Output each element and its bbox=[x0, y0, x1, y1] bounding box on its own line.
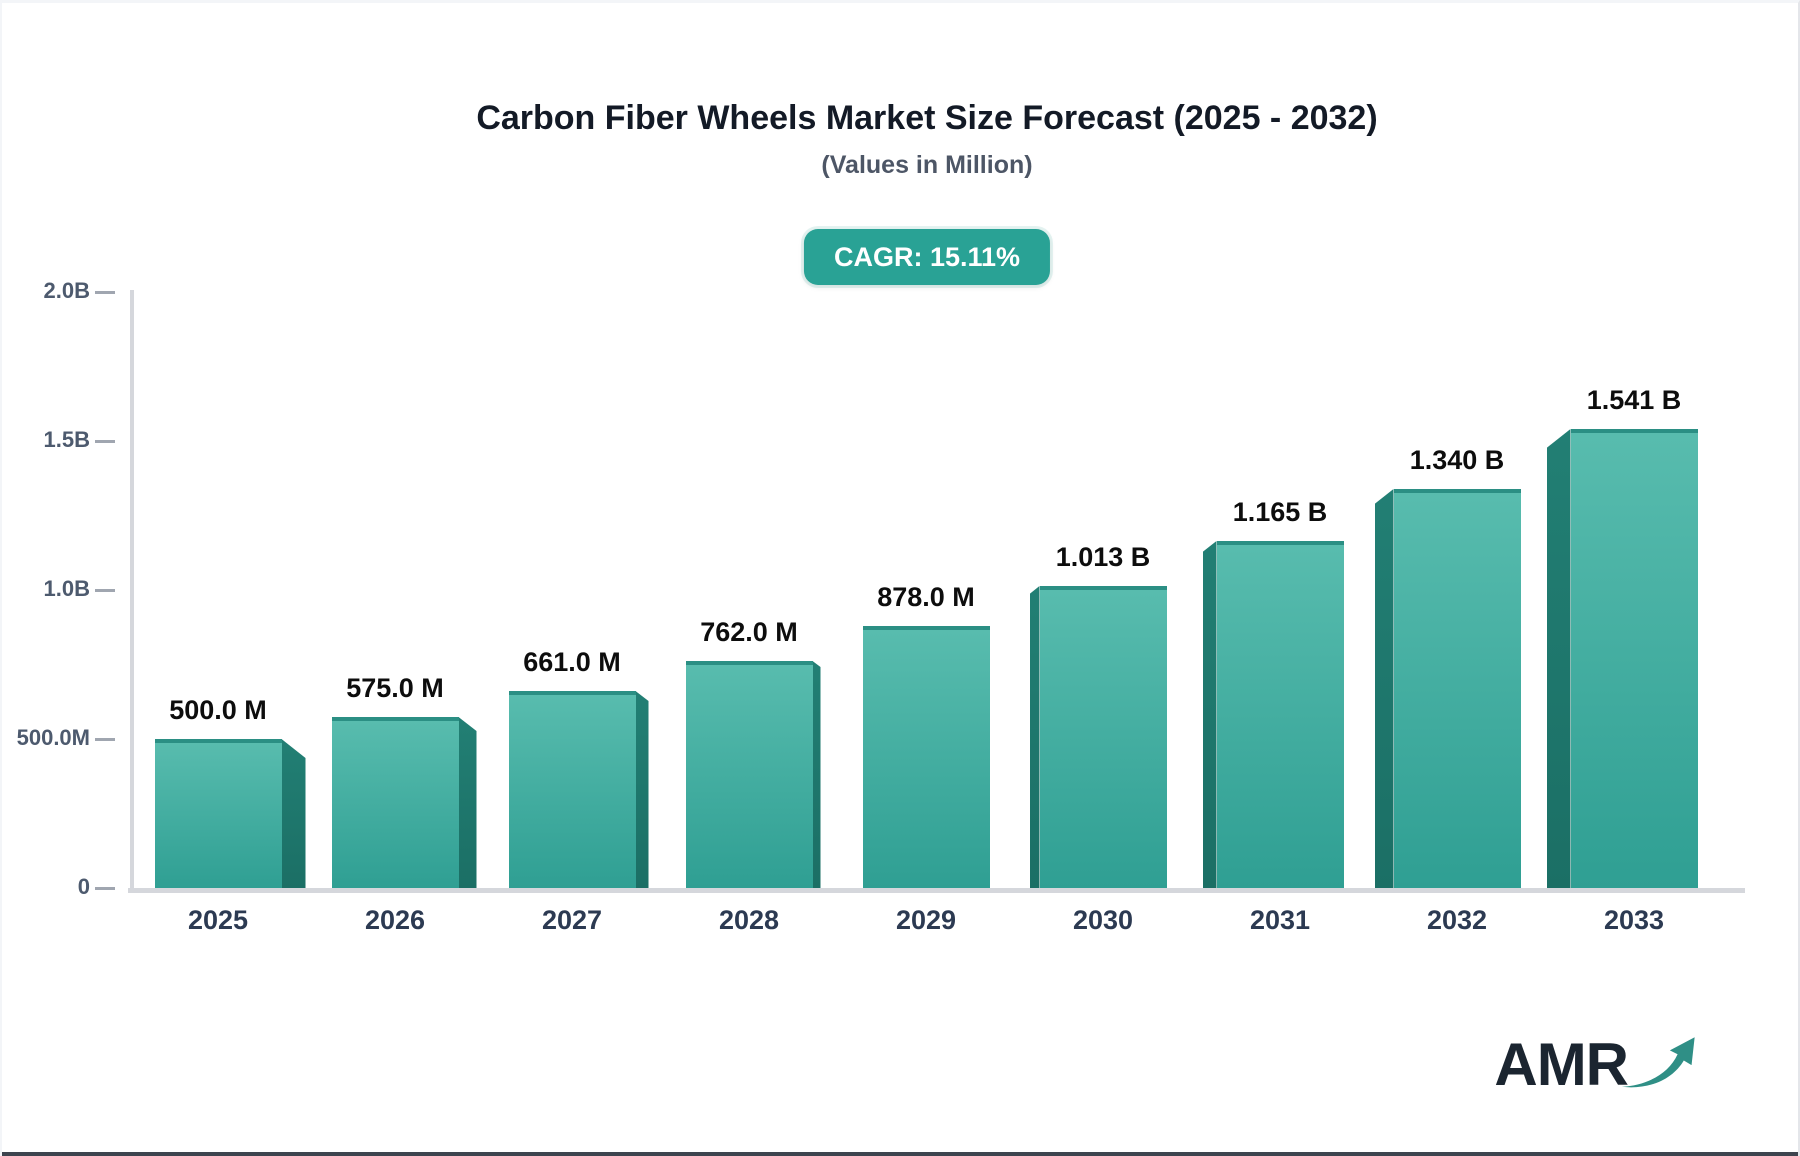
bar-side-face-2026 bbox=[458, 717, 477, 888]
bar-value-label-2029: 878.0 M bbox=[877, 582, 975, 612]
bar-2030 bbox=[1039, 586, 1167, 888]
brand-logo: AMR bbox=[1494, 1035, 1698, 1095]
x-tick-label-2027: 2027 bbox=[541, 905, 603, 935]
x-axis-line bbox=[128, 888, 1745, 893]
cagr-badge: CAGR: 15.11% bbox=[803, 229, 1051, 285]
chart-title: Carbon Fiber Wheels Market Size Forecast… bbox=[476, 99, 1378, 137]
brand-logo-text: AMR bbox=[1494, 1031, 1629, 1098]
y-tick-mark bbox=[95, 738, 115, 741]
x-tick-label-2025: 2025 bbox=[187, 905, 249, 935]
y-tick-label-1.0B: 1.0B bbox=[43, 576, 90, 601]
bar-value-label-2027: 661.0 M bbox=[523, 647, 621, 677]
x-tick-label-2031: 2031 bbox=[1249, 905, 1311, 935]
bar-value-label-2028: 762.0 M bbox=[700, 617, 798, 647]
y-tick-label-1.5B: 1.5B bbox=[43, 427, 90, 452]
bar-value-label-2030: 1.013 B bbox=[1055, 542, 1151, 572]
bar-value-label-2032: 1.340 B bbox=[1409, 445, 1505, 475]
x-tick-label-2026: 2026 bbox=[364, 905, 426, 935]
y-tick-mark bbox=[95, 291, 115, 294]
y-tick-label-500.0M: 500.0M bbox=[16, 725, 90, 750]
bar-side-face-2032 bbox=[1374, 489, 1394, 888]
bar-side-face-2025 bbox=[281, 739, 306, 888]
bar-2031 bbox=[1216, 541, 1344, 888]
bar-side-face-2030 bbox=[1029, 586, 1040, 888]
x-tick-label-2032: 2032 bbox=[1426, 905, 1488, 935]
bar-2032 bbox=[1393, 489, 1521, 888]
window-bottom-edge bbox=[2, 1152, 1798, 1156]
trend-up-arrow-icon bbox=[1621, 1037, 1695, 1088]
x-tick-label-2028: 2028 bbox=[718, 905, 780, 935]
bar-2026 bbox=[331, 717, 459, 888]
x-tick-label-2033: 2033 bbox=[1603, 905, 1665, 935]
bar-2027 bbox=[508, 691, 636, 888]
y-tick-label-0: 0 bbox=[77, 874, 90, 899]
bar-2028 bbox=[685, 661, 813, 888]
bar-2025 bbox=[154, 739, 282, 888]
bar-side-face-2027 bbox=[635, 691, 649, 888]
bar-value-label-2025: 500.0 M bbox=[169, 695, 267, 725]
bar-2029 bbox=[862, 626, 990, 888]
y-tick-mark bbox=[95, 589, 115, 592]
bar-2033 bbox=[1570, 429, 1698, 888]
bar-value-label-2031: 1.165 B bbox=[1232, 497, 1328, 527]
bar-value-label-2026: 575.0 M bbox=[346, 673, 444, 703]
bar-side-face-2028 bbox=[812, 661, 821, 888]
y-tick-mark bbox=[95, 440, 115, 443]
bar-side-face-2033 bbox=[1546, 429, 1571, 888]
y-tick-label-2.0B: 2.0B bbox=[43, 278, 90, 303]
x-tick-label-2029: 2029 bbox=[895, 905, 957, 935]
bar-value-label-2033: 1.541 B bbox=[1586, 385, 1682, 415]
y-tick-mark bbox=[95, 887, 115, 890]
bar-side-face-2031 bbox=[1202, 541, 1217, 888]
y-axis-line bbox=[130, 290, 134, 892]
x-tick-label-2030: 2030 bbox=[1072, 905, 1134, 935]
chart-subtitle: (Values in Million) bbox=[821, 151, 1033, 179]
